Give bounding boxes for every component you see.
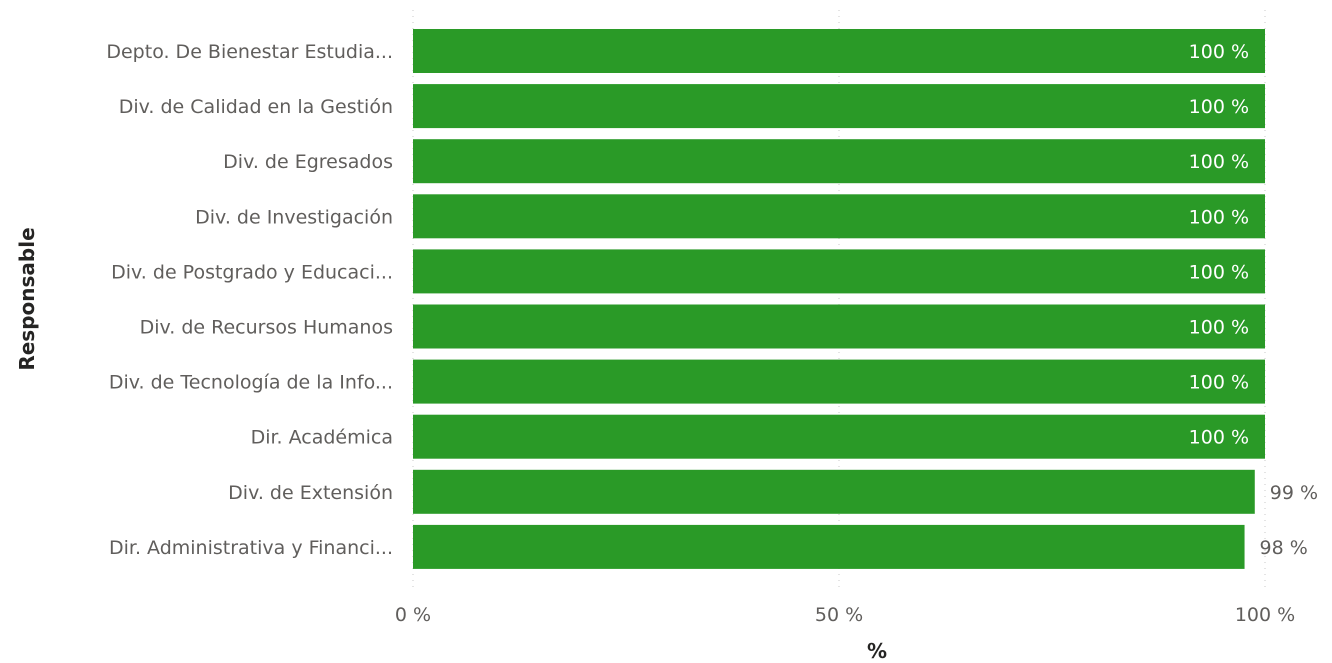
bar[interactable] [413,414,1265,459]
bar[interactable] [413,469,1255,514]
data-label: 100 % [1189,206,1249,228]
data-label: 100 % [1189,317,1249,339]
y-axis-title: Responsable [15,227,39,370]
category-label: Dir. Administrativa y Financi... [109,537,393,559]
bar[interactable] [413,84,1265,129]
bars [413,29,1265,569]
category-label: Dir. Académica [251,427,393,449]
category-label: Depto. De Bienestar Estudia... [106,41,393,63]
category-label: Div. de Postgrado y Educaci... [111,261,393,283]
data-label: 99 % [1270,482,1318,504]
bar[interactable] [413,29,1265,73]
bar[interactable] [413,304,1265,349]
data-labels: 100 % 100 % 100 % 100 % 100 % 100 % 100 % 100 %… [1189,41,1318,559]
x-tick-labels: 0 % 50 % 100 % [395,604,1295,626]
category-label: Div. de Recursos Humanos [140,317,393,339]
bar[interactable] [413,359,1265,404]
bar[interactable] [413,524,1245,569]
x-axis-title: % [867,639,887,659]
bar[interactable] [413,249,1265,294]
data-label: 100 % [1189,261,1249,283]
x-tick-label: 50 % [815,604,863,626]
category-labels: Depto. De Bienestar Estudia... Div. de Ca… [106,41,393,559]
bar[interactable] [413,139,1265,184]
data-label: 100 % [1189,372,1249,394]
category-label: Div. de Calidad en la Gestión [119,96,393,118]
category-label: Div. de Investigación [195,206,393,228]
category-label: Div. de Egresados [223,151,393,173]
data-label: 100 % [1189,151,1249,173]
x-tick-label: 0 % [395,604,431,626]
category-label: Div. de Tecnología de la Info... [109,372,393,394]
data-label: 98 % [1260,537,1308,559]
x-tick-label: 100 % [1235,604,1295,626]
category-label: Div. de Extensión [228,482,393,504]
data-label: 100 % [1189,41,1249,63]
bar[interactable] [413,194,1265,239]
data-label: 100 % [1189,427,1249,449]
data-label: 100 % [1189,96,1249,118]
